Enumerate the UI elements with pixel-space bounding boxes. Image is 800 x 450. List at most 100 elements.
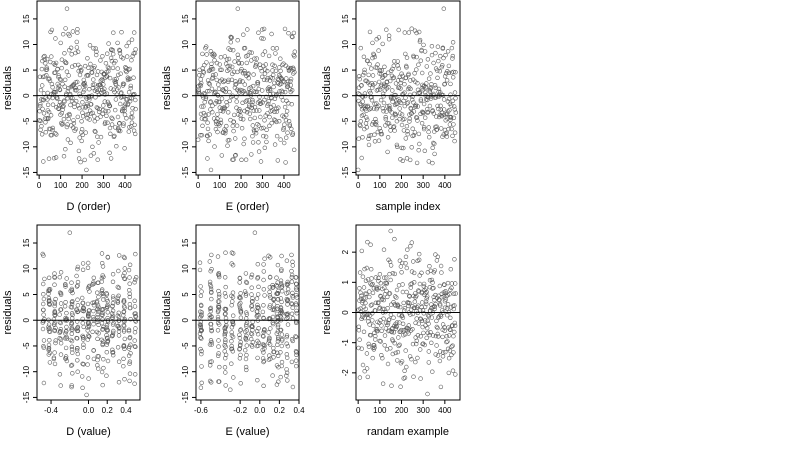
- data-point: [288, 78, 293, 84]
- data-point: [90, 314, 96, 320]
- data-point: [51, 355, 57, 360]
- data-point: [126, 89, 132, 95]
- data-point: [69, 331, 75, 336]
- data-point: [80, 105, 86, 110]
- data-point: [104, 373, 109, 378]
- data-point: [408, 285, 413, 290]
- data-point: [127, 291, 132, 296]
- data-point: [75, 103, 81, 108]
- data-point: [218, 117, 223, 123]
- data-point: [272, 117, 277, 122]
- y-tick-label: 15: [181, 14, 190, 23]
- data-point: [45, 90, 50, 96]
- data-point: [432, 151, 437, 157]
- data-point: [404, 289, 409, 295]
- data-point: [205, 120, 210, 125]
- y-tick-label: -15: [341, 166, 350, 178]
- data-point: [410, 126, 415, 131]
- data-point: [126, 76, 132, 82]
- data-point: [430, 333, 436, 338]
- data-point: [442, 74, 448, 79]
- x-tick-label: 200: [75, 181, 89, 190]
- data-point: [289, 311, 295, 316]
- data-point: [413, 359, 418, 365]
- data-point: [450, 343, 455, 348]
- data-point: [424, 81, 429, 86]
- data-point: [123, 65, 128, 70]
- y-tick-label: 10: [181, 40, 190, 49]
- data-point: [62, 99, 67, 104]
- data-point: [270, 75, 275, 81]
- data-point: [438, 384, 444, 390]
- plot-frame: [195, 0, 300, 176]
- data-point: [406, 331, 411, 336]
- data-point: [356, 328, 362, 333]
- data-point: [230, 299, 235, 304]
- data-point: [238, 309, 243, 314]
- data-point: [385, 149, 390, 155]
- data-point: [249, 299, 255, 304]
- data-point: [105, 338, 111, 343]
- data-point: [415, 118, 420, 123]
- data-point: [62, 84, 67, 89]
- data-point: [121, 329, 127, 334]
- data-point: [196, 87, 202, 92]
- data-point: [284, 108, 290, 114]
- data-point: [430, 160, 435, 166]
- data-point: [222, 365, 228, 370]
- data-point: [392, 128, 397, 133]
- data-point: [126, 129, 132, 134]
- data-point: [46, 342, 52, 348]
- data-point: [110, 301, 116, 306]
- data-point: [208, 338, 214, 343]
- data-point: [100, 107, 106, 113]
- data-point: [426, 360, 431, 365]
- data-point: [386, 36, 392, 42]
- data-point: [268, 326, 273, 331]
- data-point: [88, 61, 93, 67]
- data-point: [448, 267, 453, 272]
- data-point: [450, 56, 455, 61]
- data-point: [107, 75, 113, 81]
- data-point: [451, 115, 457, 121]
- data-point: [388, 263, 394, 268]
- data-point: [108, 86, 114, 91]
- data-point: [208, 269, 213, 274]
- plot-frame: [36, 0, 141, 176]
- data-point: [409, 145, 414, 150]
- x-tick-label: -0.2: [233, 406, 247, 415]
- x-axis-title: E (value): [225, 426, 269, 438]
- data-point: [356, 136, 361, 141]
- data-point: [397, 106, 402, 111]
- data-point: [227, 98, 232, 104]
- data-point: [282, 104, 288, 110]
- data-point: [418, 98, 424, 104]
- data-point: [375, 105, 380, 110]
- data-point: [244, 343, 250, 348]
- data-point: [53, 338, 58, 343]
- data-point: [273, 51, 278, 56]
- data-point: [110, 313, 116, 318]
- data-point: [403, 95, 408, 100]
- data-point: [212, 144, 217, 149]
- data-point: [79, 374, 85, 379]
- data-point: [249, 152, 254, 157]
- data-point: [249, 292, 254, 297]
- data-point: [198, 111, 204, 117]
- data-point: [248, 331, 254, 336]
- data-point: [105, 310, 111, 315]
- data-point: [434, 127, 440, 132]
- data-point: [426, 349, 431, 354]
- data-point: [415, 355, 420, 361]
- data-point: [127, 275, 132, 280]
- data-point: [278, 374, 283, 380]
- data-point: [132, 122, 137, 128]
- data-point: [233, 79, 238, 84]
- data-point: [261, 334, 266, 339]
- data-point: [66, 86, 71, 91]
- data-point: [376, 48, 381, 53]
- data-point: [404, 55, 410, 60]
- data-point: [279, 359, 285, 365]
- data-point: [387, 271, 392, 277]
- data-point: [74, 319, 80, 324]
